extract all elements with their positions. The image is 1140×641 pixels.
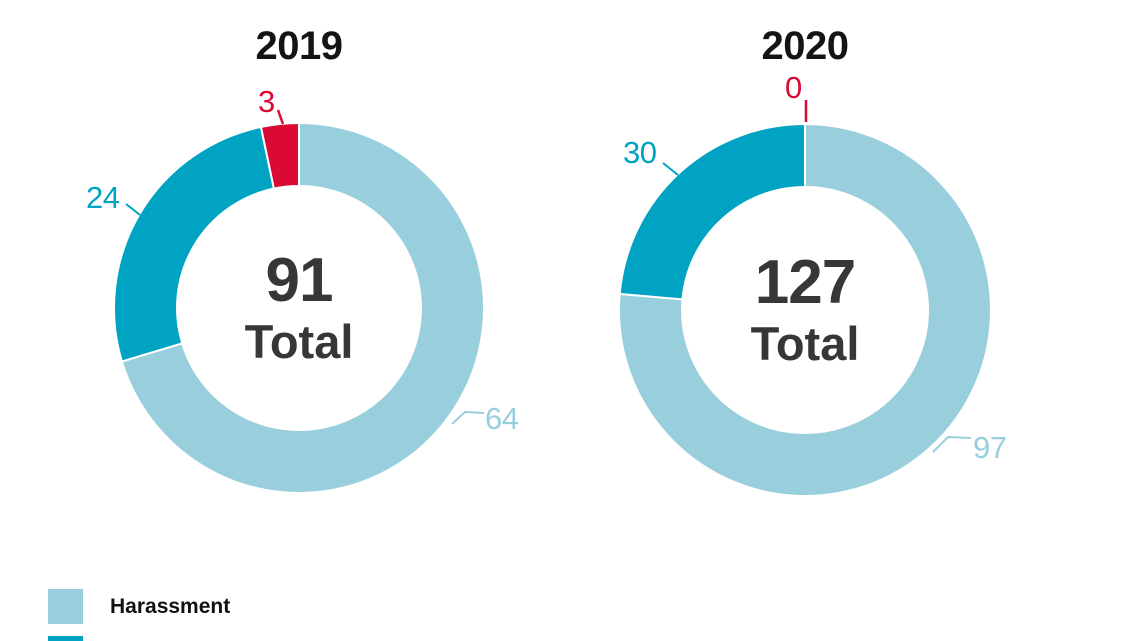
callout-2019-teal-segment: 24 — [86, 180, 120, 215]
legend: Harassment — [48, 589, 230, 641]
callout-leader-line — [276, 109, 285, 125]
donut-2019-segment-0 — [120, 121, 485, 494]
total-label-2020: Total — [750, 317, 860, 370]
chart-center-2019: 91 Total — [149, 250, 449, 370]
donut-2019-segment-2 — [259, 121, 300, 190]
legend-swatch-second — [48, 636, 83, 641]
callout-2020-red-segment: 0 — [785, 70, 802, 105]
callout-2019-red-segment: 3 — [258, 84, 275, 119]
legend-label-harassment: Harassment — [110, 595, 231, 618]
callout-leader-line — [932, 435, 972, 453]
callout-leader-line — [125, 203, 141, 216]
callout-2019-harassment: 64 — [485, 401, 519, 436]
callout-leader-line — [451, 410, 485, 425]
total-value-2020: 127 — [754, 248, 856, 317]
chart-title-2019: 2019 — [255, 24, 343, 68]
callout-2020-harassment: 97 — [973, 430, 1007, 465]
callout-leader-line — [662, 162, 679, 176]
chart-title-2020: 2020 — [761, 24, 849, 68]
donut-2020-segment-0 — [618, 122, 992, 497]
chart-center-2020: 127 Total — [655, 252, 955, 372]
total-value-2019: 91 — [265, 246, 334, 315]
legend-item-second — [48, 636, 230, 641]
donut-2019-segment-1 — [113, 125, 276, 363]
donut-2020-segment-1 — [618, 122, 806, 301]
callout-2020-teal-segment: 30 — [623, 135, 657, 170]
total-label-2019: Total — [244, 315, 354, 368]
legend-swatch-harassment — [48, 589, 83, 624]
legend-item-harassment: Harassment — [48, 589, 230, 624]
